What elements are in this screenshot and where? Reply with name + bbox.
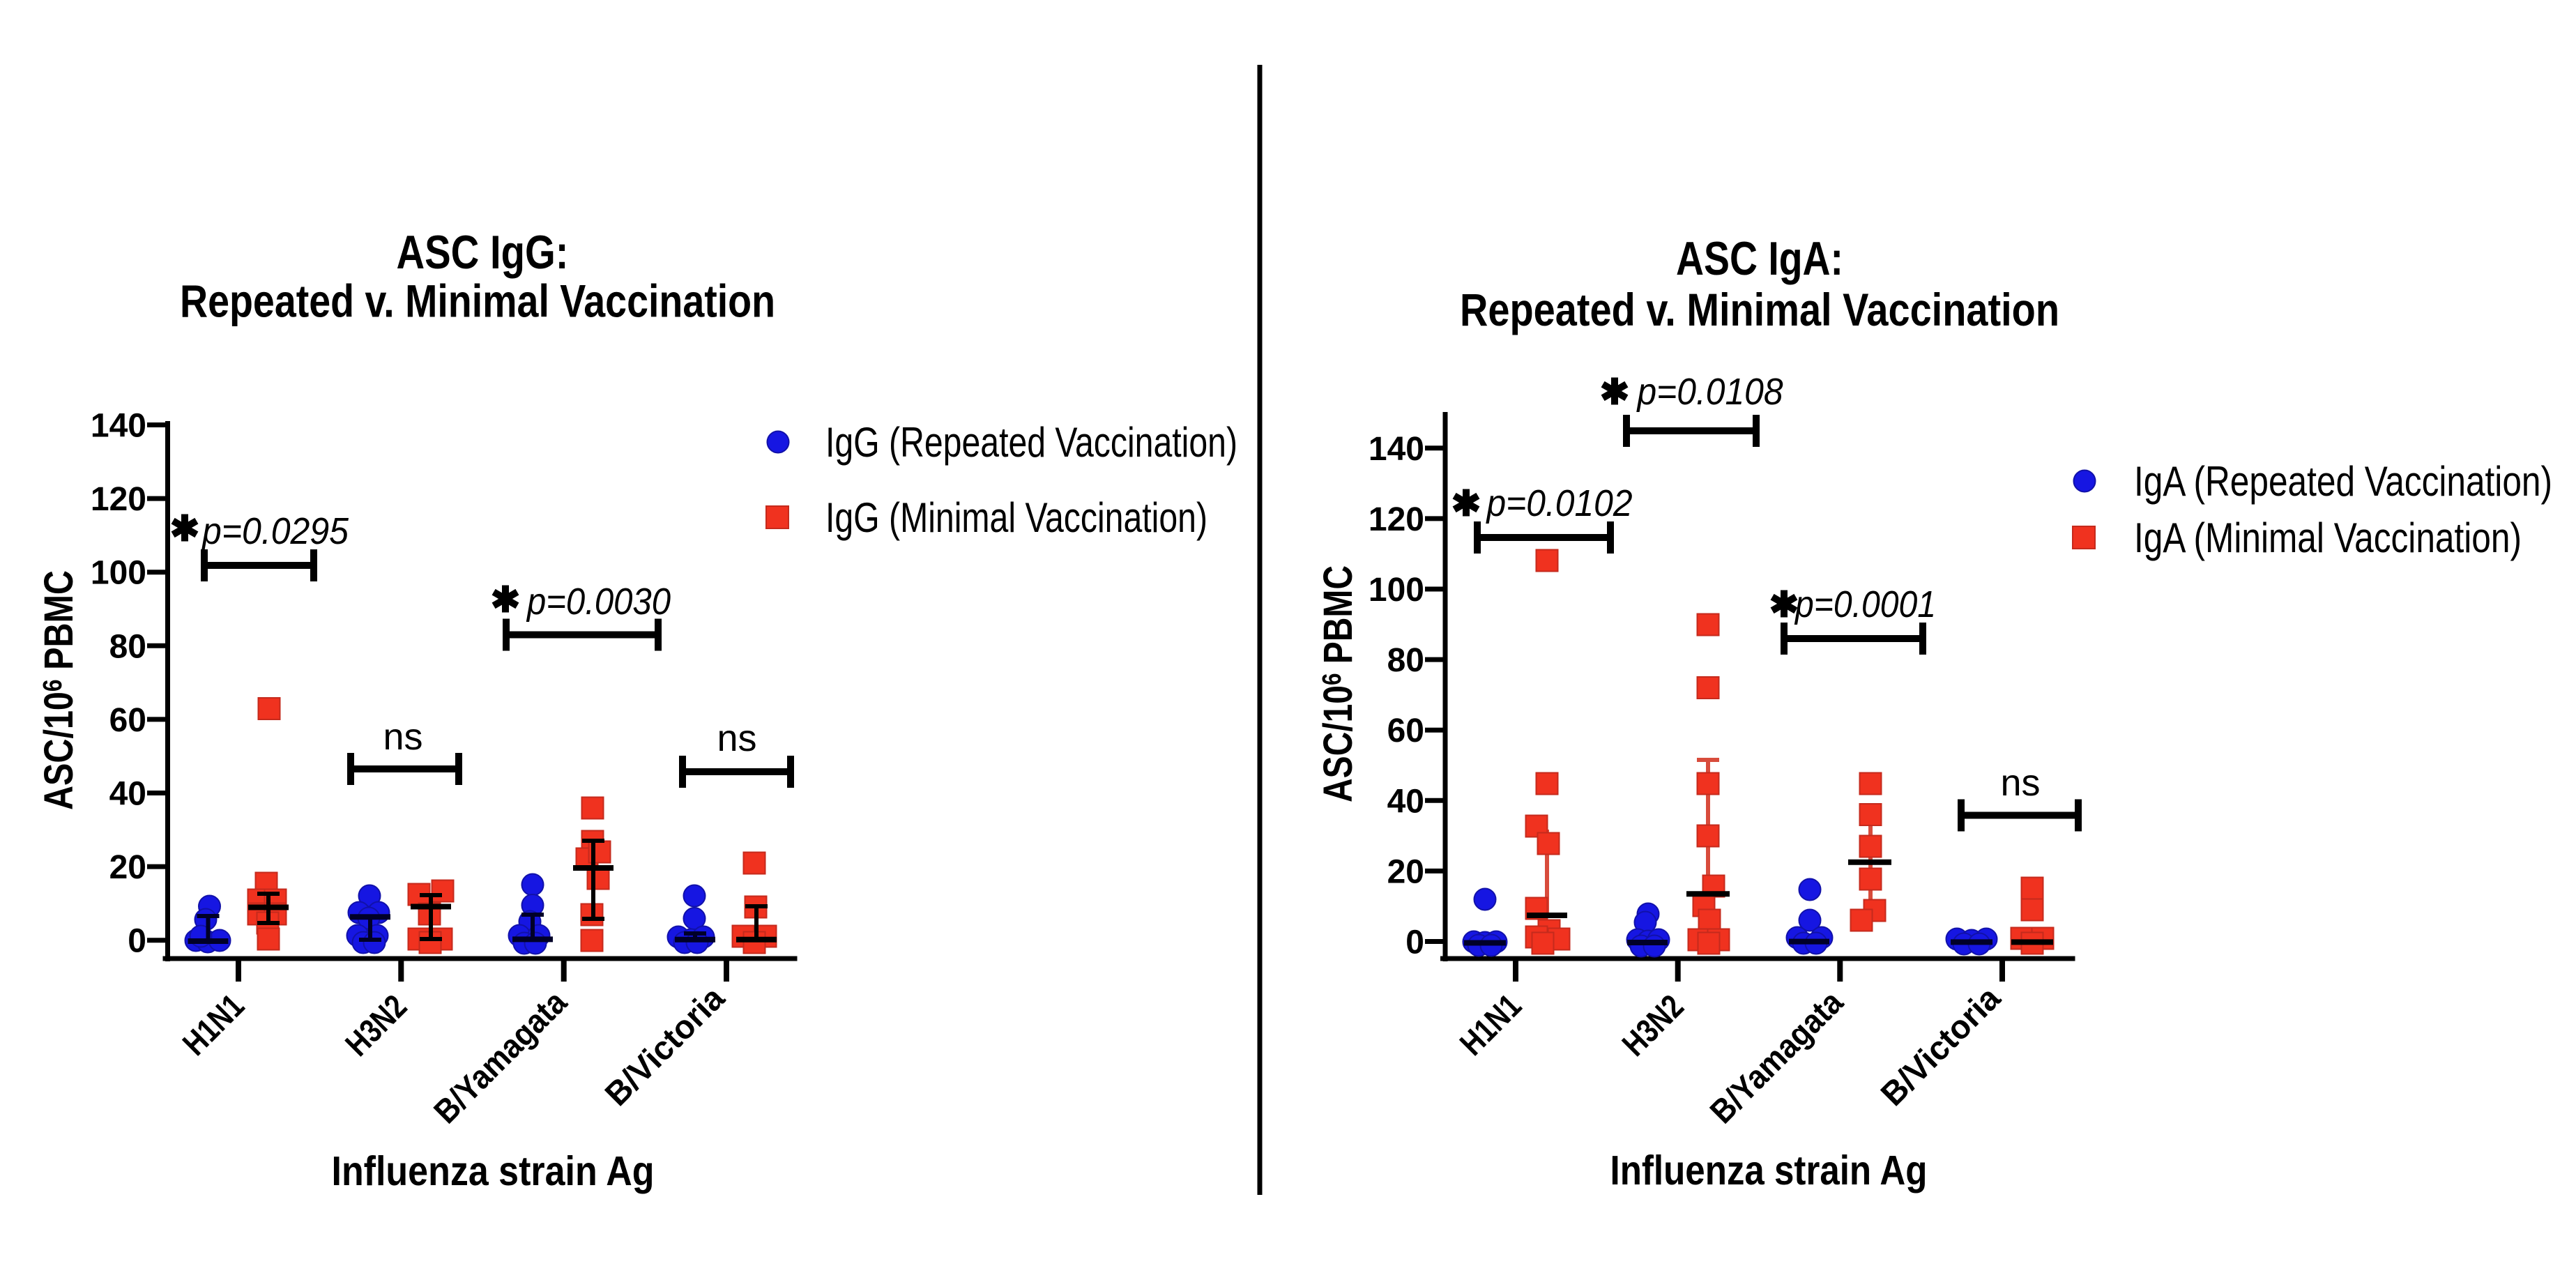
svg-text:100: 100 (91, 555, 146, 592)
svg-text:ns: ns (2000, 762, 2040, 804)
svg-text:40: 40 (1387, 783, 1424, 820)
svg-text:p=0.0102: p=0.0102 (1486, 482, 1633, 524)
svg-text:0: 0 (128, 923, 146, 960)
svg-text:IgA (Minimal Vaccination): IgA (Minimal Vaccination) (2134, 514, 2522, 561)
svg-text:100: 100 (1369, 572, 1424, 609)
svg-text:Influenza strain Ag: Influenza strain Ag (332, 1148, 655, 1194)
svg-text:p=0.0295: p=0.0295 (201, 510, 349, 552)
svg-text:60: 60 (1387, 712, 1424, 749)
svg-text:0: 0 (1405, 924, 1424, 961)
svg-text:20: 20 (109, 849, 146, 886)
svg-text:40: 40 (109, 776, 146, 813)
svg-text:ns: ns (383, 716, 422, 758)
svg-text:ASC IgA:: ASC IgA: (1676, 232, 1843, 285)
svg-text:140: 140 (1369, 431, 1424, 468)
svg-text:IgG (Repeated Vaccination): IgG (Repeated Vaccination) (825, 419, 1237, 466)
svg-text:120: 120 (1369, 501, 1424, 538)
svg-text:Influenza strain Ag: Influenza strain Ag (1610, 1147, 1928, 1193)
svg-text:p=0.0030: p=0.0030 (526, 581, 671, 623)
svg-text:80: 80 (109, 628, 146, 665)
svg-text:ASC IgG:: ASC IgG: (397, 226, 569, 279)
svg-text:20: 20 (1387, 853, 1424, 890)
svg-text:120: 120 (91, 481, 146, 518)
svg-text:ASC/106 PBMC: ASC/106 PBMC (1316, 565, 1361, 802)
svg-text:Repeated v. Minimal Vaccinatio: Repeated v. Minimal Vaccination (1460, 284, 2059, 335)
svg-text:60: 60 (109, 702, 146, 739)
svg-text:140: 140 (91, 408, 146, 445)
svg-text:ns: ns (717, 717, 756, 759)
svg-text:IgA (Repeated Vaccination): IgA (Repeated Vaccination) (2134, 458, 2552, 505)
svg-text:80: 80 (1387, 642, 1424, 679)
svg-text:p=0.0001: p=0.0001 (1794, 584, 1936, 625)
svg-text:Repeated v. Minimal Vaccinatio: Repeated v. Minimal Vaccination (180, 275, 775, 327)
svg-text:p=0.0108: p=0.0108 (1636, 371, 1783, 413)
svg-text:IgG (Minimal Vaccination): IgG (Minimal Vaccination) (825, 494, 1207, 541)
